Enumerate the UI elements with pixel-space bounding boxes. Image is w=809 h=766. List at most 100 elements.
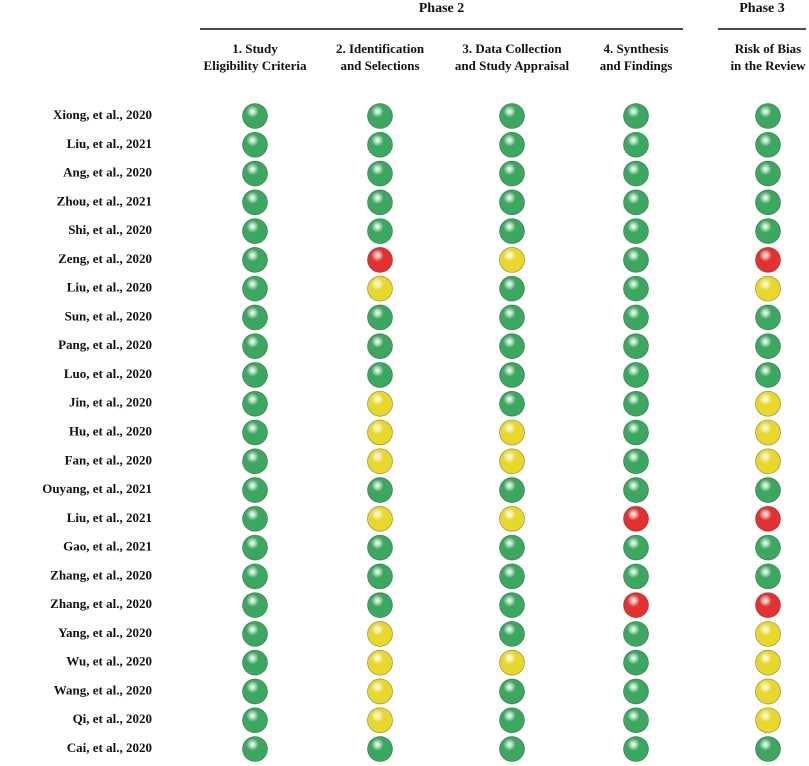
study-label: Liu, et al., 2021 bbox=[67, 510, 152, 525]
rating-ball bbox=[623, 592, 649, 619]
study-label: Zeng, et al., 2020 bbox=[58, 251, 152, 266]
rating-ball bbox=[623, 103, 649, 129]
rating-ball bbox=[755, 448, 781, 475]
rating-ball bbox=[367, 621, 393, 647]
rating-ball bbox=[242, 678, 268, 705]
rating-ball bbox=[499, 275, 525, 302]
rating-ball bbox=[499, 736, 525, 762]
rating-ball bbox=[242, 505, 268, 532]
rating-ball bbox=[499, 621, 525, 647]
rating-ball bbox=[499, 390, 525, 417]
rating-ball bbox=[367, 304, 393, 331]
group-title: Phase 2 bbox=[419, 1, 465, 16]
rating-ball bbox=[499, 592, 525, 619]
rating-ball bbox=[499, 707, 525, 734]
rating-ball bbox=[499, 189, 525, 216]
rating-ball bbox=[755, 160, 781, 187]
rating-ball bbox=[755, 362, 781, 388]
rating-ball bbox=[623, 304, 649, 331]
rating-ball bbox=[755, 275, 781, 302]
rating-ball bbox=[242, 419, 268, 446]
rating-ball bbox=[623, 419, 649, 446]
rating-ball bbox=[367, 534, 393, 561]
rating-ball bbox=[499, 304, 525, 331]
rating-ball bbox=[367, 678, 393, 705]
rating-ball bbox=[755, 736, 781, 762]
rating-ball bbox=[242, 218, 268, 244]
rating-ball bbox=[499, 103, 525, 129]
rating-ball bbox=[755, 218, 781, 244]
rating-ball bbox=[367, 390, 393, 417]
study-label: Luo, et al., 2020 bbox=[64, 366, 152, 381]
rating-ball bbox=[499, 131, 525, 158]
rating-ball bbox=[755, 333, 781, 360]
column-header: Risk of Bias bbox=[735, 41, 801, 56]
rating-ball bbox=[755, 304, 781, 331]
rating-ball bbox=[755, 103, 781, 129]
rating-ball bbox=[367, 275, 393, 302]
rating-ball bbox=[242, 160, 268, 187]
column-header: and Findings bbox=[600, 58, 673, 73]
rating-ball bbox=[623, 390, 649, 417]
rating-ball bbox=[499, 649, 525, 676]
column-header: and Study Appraisal bbox=[455, 58, 570, 73]
rating-ball bbox=[499, 477, 525, 503]
rating-ball bbox=[755, 592, 781, 619]
rating-ball bbox=[367, 419, 393, 446]
rating-ball bbox=[242, 275, 268, 302]
rating-ball bbox=[755, 189, 781, 216]
rating-ball bbox=[499, 678, 525, 705]
column-header: 3. Data Collection bbox=[462, 41, 562, 56]
study-label: Zhang, et al., 2020 bbox=[50, 567, 152, 582]
rating-ball bbox=[242, 362, 268, 388]
rating-ball bbox=[242, 448, 268, 475]
rating-ball bbox=[623, 333, 649, 360]
rating-ball bbox=[499, 534, 525, 561]
study-label: Qi, et al., 2020 bbox=[73, 711, 152, 726]
rating-ball bbox=[755, 563, 781, 590]
rating-ball bbox=[623, 189, 649, 216]
rating-ball bbox=[623, 505, 649, 532]
rating-ball bbox=[367, 649, 393, 676]
rating-ball bbox=[242, 189, 268, 216]
rating-ball bbox=[499, 448, 525, 475]
rating-ball bbox=[755, 707, 781, 734]
study-label: Xiong, et al., 2020 bbox=[53, 107, 152, 122]
rating-ball bbox=[367, 131, 393, 158]
study-label: Jin, et al., 2020 bbox=[69, 395, 152, 410]
rating-ball bbox=[755, 534, 781, 561]
rating-ball bbox=[623, 707, 649, 734]
study-label: Sun, et al., 2020 bbox=[65, 308, 152, 323]
rating-ball bbox=[499, 333, 525, 360]
rating-ball bbox=[367, 505, 393, 532]
rating-ball bbox=[755, 477, 781, 503]
rating-ball bbox=[242, 736, 268, 762]
rating-ball bbox=[242, 477, 268, 503]
rating-ball bbox=[499, 563, 525, 590]
study-label: Wang, et al., 2020 bbox=[54, 682, 152, 697]
rating-ball bbox=[623, 131, 649, 158]
study-label: Yang, et al., 2020 bbox=[58, 625, 152, 640]
study-label: Liu, et al., 2020 bbox=[67, 280, 152, 295]
column-header: and Selections bbox=[340, 58, 419, 73]
column-header: Eligibility Criteria bbox=[204, 58, 307, 73]
rating-ball bbox=[755, 678, 781, 705]
rating-ball bbox=[623, 563, 649, 590]
study-label: Cai, et al., 2020 bbox=[67, 740, 152, 755]
rating-ball bbox=[367, 246, 393, 273]
study-label: Ang, et al., 2020 bbox=[63, 165, 152, 180]
rating-ball bbox=[242, 103, 268, 129]
rating-ball bbox=[499, 505, 525, 532]
column-header: 2. Identification bbox=[336, 41, 425, 56]
rating-ball bbox=[623, 736, 649, 762]
rating-ball bbox=[623, 678, 649, 705]
study-label: Fan, et al., 2020 bbox=[65, 452, 152, 467]
rating-ball bbox=[367, 362, 393, 388]
group-title: Phase 3 bbox=[739, 1, 785, 16]
rating-ball bbox=[755, 505, 781, 532]
rating-ball bbox=[623, 160, 649, 187]
rating-ball bbox=[499, 419, 525, 446]
study-label: Hu, et al., 2020 bbox=[69, 423, 152, 438]
rating-ball bbox=[367, 592, 393, 619]
